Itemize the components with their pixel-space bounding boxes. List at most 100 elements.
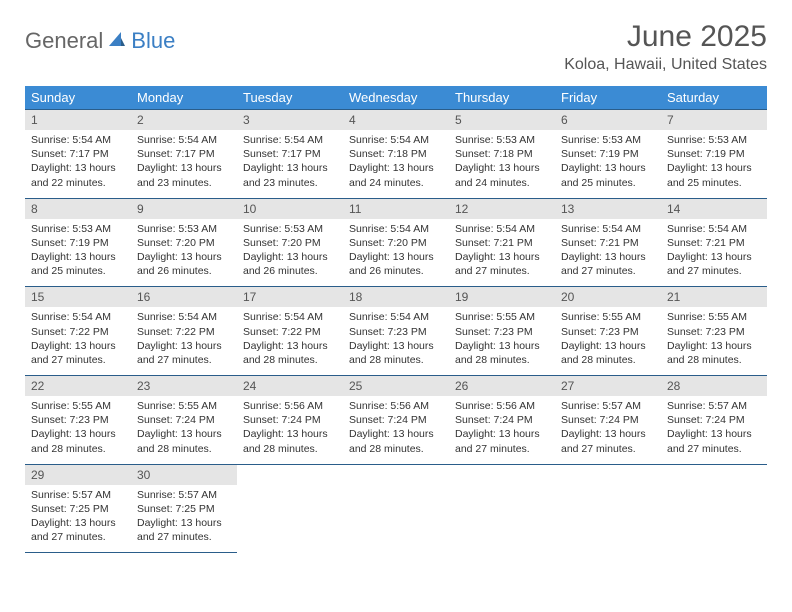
day-number: 8 [25, 199, 131, 219]
day-details: Sunrise: 5:53 AMSunset: 7:19 PMDaylight:… [661, 130, 767, 198]
week-row: 29Sunrise: 5:57 AMSunset: 7:25 PMDayligh… [25, 464, 767, 553]
daylight-line: Daylight: 13 hours and 28 minutes. [243, 427, 337, 455]
sunset-line: Sunset: 7:17 PM [31, 147, 125, 161]
sunrise-line: Sunrise: 5:54 AM [349, 310, 443, 324]
day-header: Saturday [661, 86, 767, 110]
day-number: 30 [131, 465, 237, 485]
day-number: 23 [131, 376, 237, 396]
day-number: 10 [237, 199, 343, 219]
day-number: 15 [25, 287, 131, 307]
day-number: 28 [661, 376, 767, 396]
day-cell: 8Sunrise: 5:53 AMSunset: 7:19 PMDaylight… [25, 198, 131, 287]
daylight-line: Daylight: 13 hours and 27 minutes. [455, 250, 549, 278]
daylight-line: Daylight: 13 hours and 27 minutes. [137, 516, 231, 544]
day-details: Sunrise: 5:57 AMSunset: 7:24 PMDaylight:… [661, 396, 767, 464]
day-cell: 6Sunrise: 5:53 AMSunset: 7:19 PMDaylight… [555, 110, 661, 199]
day-details: Sunrise: 5:53 AMSunset: 7:19 PMDaylight:… [555, 130, 661, 198]
day-number: 3 [237, 110, 343, 130]
day-details: Sunrise: 5:54 AMSunset: 7:18 PMDaylight:… [343, 130, 449, 198]
day-details: Sunrise: 5:53 AMSunset: 7:19 PMDaylight:… [25, 219, 131, 287]
sunrise-line: Sunrise: 5:54 AM [667, 222, 761, 236]
day-number: 24 [237, 376, 343, 396]
daylight-line: Daylight: 13 hours and 24 minutes. [455, 161, 549, 189]
day-cell: 24Sunrise: 5:56 AMSunset: 7:24 PMDayligh… [237, 376, 343, 465]
day-details: Sunrise: 5:54 AMSunset: 7:21 PMDaylight:… [555, 219, 661, 287]
day-number: 6 [555, 110, 661, 130]
day-number: 22 [25, 376, 131, 396]
sunset-line: Sunset: 7:25 PM [31, 502, 125, 516]
day-header-row: Sunday Monday Tuesday Wednesday Thursday… [25, 86, 767, 110]
sunset-line: Sunset: 7:23 PM [455, 325, 549, 339]
daylight-line: Daylight: 13 hours and 26 minutes. [137, 250, 231, 278]
day-cell: 3Sunrise: 5:54 AMSunset: 7:17 PMDaylight… [237, 110, 343, 199]
day-details: Sunrise: 5:55 AMSunset: 7:23 PMDaylight:… [555, 307, 661, 375]
sunset-line: Sunset: 7:22 PM [243, 325, 337, 339]
sunrise-line: Sunrise: 5:53 AM [455, 133, 549, 147]
day-cell: 26Sunrise: 5:56 AMSunset: 7:24 PMDayligh… [449, 376, 555, 465]
sunset-line: Sunset: 7:19 PM [31, 236, 125, 250]
day-details: Sunrise: 5:54 AMSunset: 7:21 PMDaylight:… [449, 219, 555, 287]
daylight-line: Daylight: 13 hours and 28 minutes. [561, 339, 655, 367]
day-details: Sunrise: 5:54 AMSunset: 7:21 PMDaylight:… [661, 219, 767, 287]
logo-sail-icon [107, 28, 127, 54]
day-details: Sunrise: 5:53 AMSunset: 7:18 PMDaylight:… [449, 130, 555, 198]
sunset-line: Sunset: 7:23 PM [31, 413, 125, 427]
sunset-line: Sunset: 7:24 PM [455, 413, 549, 427]
week-row: 8Sunrise: 5:53 AMSunset: 7:19 PMDaylight… [25, 198, 767, 287]
sunrise-line: Sunrise: 5:55 AM [455, 310, 549, 324]
day-details: Sunrise: 5:54 AMSunset: 7:22 PMDaylight:… [131, 307, 237, 375]
sunrise-line: Sunrise: 5:56 AM [349, 399, 443, 413]
day-cell: 10Sunrise: 5:53 AMSunset: 7:20 PMDayligh… [237, 198, 343, 287]
daylight-line: Daylight: 13 hours and 22 minutes. [31, 161, 125, 189]
day-header: Friday [555, 86, 661, 110]
sunrise-line: Sunrise: 5:54 AM [243, 133, 337, 147]
day-cell: 28Sunrise: 5:57 AMSunset: 7:24 PMDayligh… [661, 376, 767, 465]
sunset-line: Sunset: 7:18 PM [349, 147, 443, 161]
sunset-line: Sunset: 7:20 PM [243, 236, 337, 250]
day-details: Sunrise: 5:54 AMSunset: 7:20 PMDaylight:… [343, 219, 449, 287]
sunset-line: Sunset: 7:23 PM [349, 325, 443, 339]
sunset-line: Sunset: 7:23 PM [561, 325, 655, 339]
sunset-line: Sunset: 7:25 PM [137, 502, 231, 516]
day-number: 4 [343, 110, 449, 130]
week-row: 22Sunrise: 5:55 AMSunset: 7:23 PMDayligh… [25, 376, 767, 465]
day-number: 9 [131, 199, 237, 219]
day-cell [449, 464, 555, 553]
day-cell [661, 464, 767, 553]
day-cell: 2Sunrise: 5:54 AMSunset: 7:17 PMDaylight… [131, 110, 237, 199]
sunset-line: Sunset: 7:20 PM [137, 236, 231, 250]
day-number: 11 [343, 199, 449, 219]
day-details: Sunrise: 5:56 AMSunset: 7:24 PMDaylight:… [449, 396, 555, 464]
day-cell: 12Sunrise: 5:54 AMSunset: 7:21 PMDayligh… [449, 198, 555, 287]
sunrise-line: Sunrise: 5:54 AM [137, 133, 231, 147]
sunrise-line: Sunrise: 5:54 AM [455, 222, 549, 236]
header: General Blue June 2025 Koloa, Hawaii, Un… [25, 20, 767, 74]
day-cell: 19Sunrise: 5:55 AMSunset: 7:23 PMDayligh… [449, 287, 555, 376]
sunrise-line: Sunrise: 5:55 AM [31, 399, 125, 413]
day-cell: 1Sunrise: 5:54 AMSunset: 7:17 PMDaylight… [25, 110, 131, 199]
sunrise-line: Sunrise: 5:53 AM [667, 133, 761, 147]
daylight-line: Daylight: 13 hours and 27 minutes. [667, 250, 761, 278]
day-number: 16 [131, 287, 237, 307]
day-cell: 29Sunrise: 5:57 AMSunset: 7:25 PMDayligh… [25, 464, 131, 553]
sunset-line: Sunset: 7:17 PM [243, 147, 337, 161]
sunrise-line: Sunrise: 5:54 AM [349, 222, 443, 236]
day-details: Sunrise: 5:54 AMSunset: 7:23 PMDaylight:… [343, 307, 449, 375]
day-details: Sunrise: 5:54 AMSunset: 7:22 PMDaylight:… [237, 307, 343, 375]
day-cell: 20Sunrise: 5:55 AMSunset: 7:23 PMDayligh… [555, 287, 661, 376]
day-header: Wednesday [343, 86, 449, 110]
day-cell: 30Sunrise: 5:57 AMSunset: 7:25 PMDayligh… [131, 464, 237, 553]
sunset-line: Sunset: 7:24 PM [349, 413, 443, 427]
day-number: 19 [449, 287, 555, 307]
day-number: 27 [555, 376, 661, 396]
day-details: Sunrise: 5:54 AMSunset: 7:17 PMDaylight:… [25, 130, 131, 198]
day-number: 29 [25, 465, 131, 485]
daylight-line: Daylight: 13 hours and 28 minutes. [31, 427, 125, 455]
daylight-line: Daylight: 13 hours and 27 minutes. [561, 427, 655, 455]
sunrise-line: Sunrise: 5:56 AM [243, 399, 337, 413]
day-number: 26 [449, 376, 555, 396]
title-block: June 2025 Koloa, Hawaii, United States [564, 20, 767, 74]
sunset-line: Sunset: 7:21 PM [561, 236, 655, 250]
day-number: 12 [449, 199, 555, 219]
day-number: 2 [131, 110, 237, 130]
